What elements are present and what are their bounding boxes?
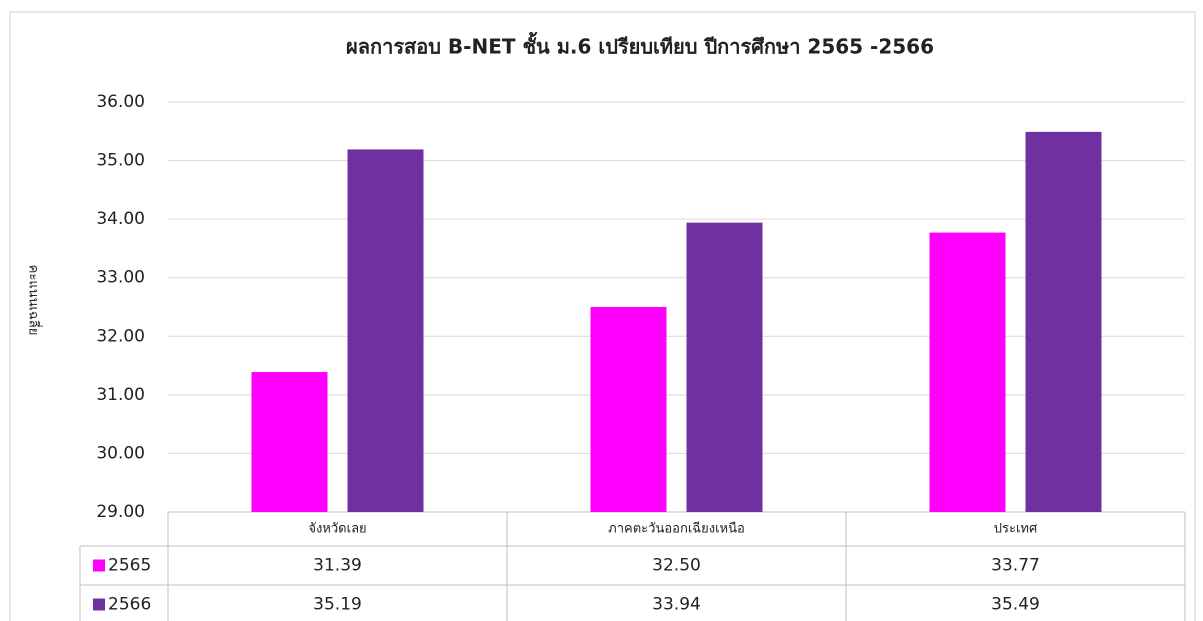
y-axis-label: คะแนนเฉลี่ย: [26, 265, 43, 336]
x-tick-label: ภาคตะวันออกเฉียงเหนือ: [608, 521, 745, 537]
bar: [590, 307, 667, 512]
y-tick-label: 35.00: [96, 151, 145, 171]
table-value: 32.50: [652, 556, 701, 576]
x-tick-label: จังหวัดเลย: [308, 522, 366, 537]
table-value: 33.77: [991, 556, 1040, 576]
y-tick-label: 32.00: [96, 326, 145, 346]
table-value: 33.94: [652, 595, 701, 615]
legend-label: 2565: [108, 556, 151, 576]
bar: [929, 232, 1006, 512]
legend-swatch: [93, 598, 105, 611]
chart-title: ผลการสอบ B-NET ชั้น ม.6 เปรียบเทียบ ปีกา…: [346, 32, 934, 59]
table-value: 35.49: [991, 595, 1040, 615]
table-value: 35.19: [313, 595, 362, 615]
table-value: 31.39: [313, 556, 362, 576]
y-tick-label: 31.00: [96, 385, 145, 405]
y-tick-label: 36.00: [96, 92, 145, 112]
x-tick-label: ประเทศ: [994, 522, 1038, 537]
y-tick-label: 34.00: [96, 209, 145, 229]
legend-swatch: [93, 559, 105, 572]
y-tick-label: 29.00: [96, 502, 145, 522]
bar: [347, 149, 424, 512]
bar: [251, 372, 328, 512]
bar: [686, 222, 763, 512]
bar: [1025, 131, 1102, 512]
legend-label: 2566: [108, 595, 151, 615]
y-tick-label: 33.00: [96, 268, 145, 288]
y-tick-label: 30.00: [96, 443, 145, 463]
